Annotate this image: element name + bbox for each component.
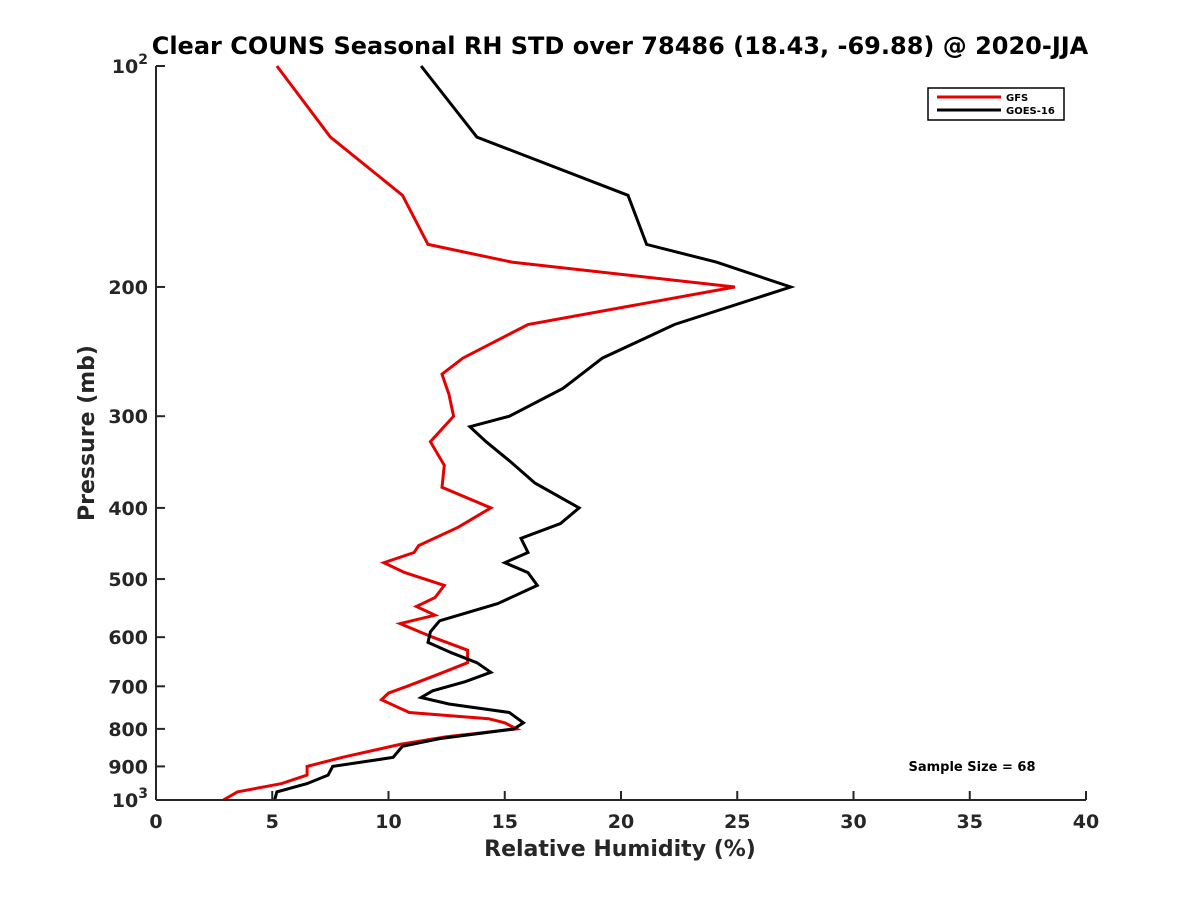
y-tick-label: 300 <box>108 406 148 428</box>
x-tick-label: 25 <box>724 811 750 833</box>
x-tick-label: 10 <box>375 811 401 833</box>
x-tick-label: 35 <box>957 811 983 833</box>
y-tick-label: 102 <box>112 52 148 78</box>
y-tick-label: 900 <box>108 756 148 778</box>
series-line-goes-16 <box>273 65 796 801</box>
y-axis-label: Pressure (mb) <box>75 345 100 521</box>
x-tick-label: 5 <box>266 811 279 833</box>
legend-label-gfs: GFS <box>1006 93 1028 104</box>
y-tick-label: 400 <box>108 498 148 520</box>
legend-label-goes-16: GOES-16 <box>1006 106 1055 117</box>
y-tick-label: 500 <box>108 569 148 591</box>
sample-size-annotation: Sample Size = 68 <box>908 760 1035 775</box>
y-tick-label: 103 <box>112 786 148 812</box>
x-tick-label: 40 <box>1073 811 1099 833</box>
y-tick-label: 700 <box>108 676 148 698</box>
x-axis-label: Relative Humidity (%) <box>484 837 756 862</box>
legend-box <box>927 87 1065 121</box>
y-tick-label: 800 <box>108 719 148 741</box>
y-tick-label: 600 <box>108 627 148 649</box>
ticks-layer: 0 5 10 15 20 25 30 35 40 102 200 300 400 500 600 700 800… <box>108 52 1099 833</box>
x-tick-label: 0 <box>149 811 162 833</box>
legend: GFS GOES-16 <box>927 87 1065 121</box>
x-tick-label: 30 <box>840 811 866 833</box>
y-tick-label: 200 <box>108 277 148 299</box>
chart-title: Clear COUNS Seasonal RH STD over 78486 (… <box>152 32 1089 60</box>
x-tick-label: 15 <box>492 811 518 833</box>
series-layer <box>222 65 796 802</box>
x-tick-label: 20 <box>608 811 634 833</box>
